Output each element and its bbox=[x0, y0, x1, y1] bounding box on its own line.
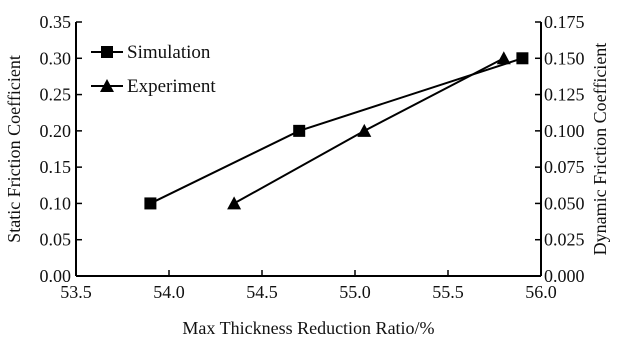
x-tick-label: 54.0 bbox=[153, 282, 185, 302]
y-left-tick-label: 0.00 bbox=[40, 266, 72, 286]
axes bbox=[75, 22, 542, 277]
x-tick-label: 54.5 bbox=[246, 282, 278, 302]
x-axis-title: Max Thickness Reduction Ratio/% bbox=[182, 318, 434, 338]
y-right-tick-label: 0.175 bbox=[544, 12, 585, 32]
legend-marker-experiment bbox=[100, 79, 114, 92]
point-simulation bbox=[516, 52, 529, 65]
point-simulation bbox=[144, 197, 157, 210]
y-right-tick-label: 0.100 bbox=[544, 121, 585, 141]
legend-label-simulation: Simulation bbox=[127, 42, 211, 63]
y-left-tick-label: 0.15 bbox=[40, 157, 72, 177]
y-right-tick-label: 0.025 bbox=[544, 230, 585, 250]
point-simulation bbox=[293, 124, 306, 137]
y-right-tick-label: 0.000 bbox=[544, 266, 585, 286]
y-left-tick-label: 0.35 bbox=[40, 12, 72, 32]
legend-label-experiment: Experiment bbox=[127, 76, 216, 97]
y-axis-left-title: Static Friction Coefficient bbox=[4, 55, 24, 243]
legend: Simulation Experiment bbox=[91, 42, 216, 97]
y-axis-right-title: Dynamic Friction Coefficient bbox=[590, 43, 610, 256]
legend-marker-simulation bbox=[101, 46, 113, 58]
point-experiment bbox=[357, 123, 372, 137]
y-left-tick-label: 0.10 bbox=[40, 193, 72, 213]
y-left-tick-label: 0.05 bbox=[40, 230, 72, 250]
y-left-tick-label: 0.25 bbox=[40, 85, 72, 105]
x-tick-label: 53.5 bbox=[60, 282, 92, 302]
y-right-tick-label: 0.050 bbox=[544, 193, 585, 213]
ticks: 53.5 54.0 54.5 55.0 55.5 56.0 0.00 0.05 0.10 0.15… bbox=[40, 12, 585, 302]
y-right-tick-label: 0.150 bbox=[544, 48, 585, 68]
y-right-tick-label: 0.125 bbox=[544, 85, 585, 105]
series-line-experiment bbox=[233, 57, 505, 205]
x-tick-label: 55.0 bbox=[339, 282, 371, 302]
series-layer bbox=[144, 51, 529, 210]
y-left-tick-label: 0.30 bbox=[40, 48, 72, 68]
x-tick-label: 55.5 bbox=[432, 282, 464, 302]
point-experiment bbox=[496, 51, 511, 65]
point-experiment bbox=[227, 196, 242, 210]
x-tick-label: 56.0 bbox=[525, 282, 557, 302]
y-right-tick-label: 0.075 bbox=[544, 157, 585, 177]
y-left-tick-label: 0.20 bbox=[40, 121, 72, 141]
